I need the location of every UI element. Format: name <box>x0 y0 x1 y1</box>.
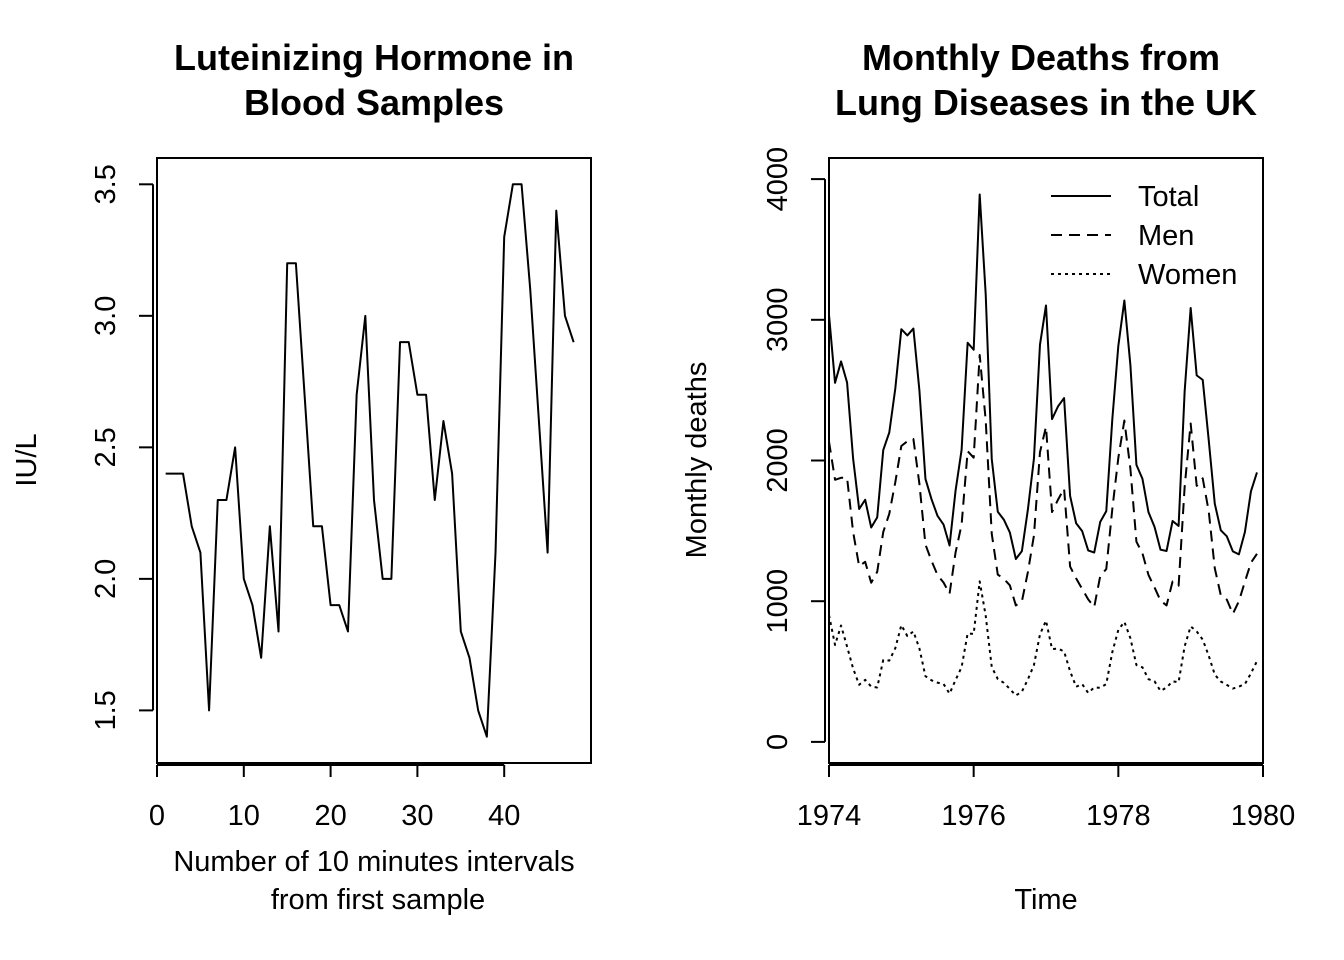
x-tick-label: 40 <box>488 800 520 832</box>
y-axis: 1.5 2.0 2.5 3.0 3.5 <box>90 164 154 731</box>
y-tick-label: 2.5 <box>90 427 122 467</box>
y-axis-label: IU/L <box>11 433 43 486</box>
x-axis: 1974 1976 1978 1980 <box>797 764 1296 832</box>
chart-title-line-1: Luteinizing Hormone in <box>174 37 574 78</box>
legend: Total Men Women <box>1051 181 1237 291</box>
series-line-men <box>828 353 1258 615</box>
chart-luteinizing-hormone: Luteinizing Hormone in Blood Samples 0 10… <box>11 37 592 916</box>
plot-frame <box>156 157 592 764</box>
x-axis-label-line-1: Number of 10 minutes intervals <box>173 846 574 878</box>
x-tick-label: 1976 <box>941 800 1006 832</box>
x-tick-label: 20 <box>314 800 346 832</box>
y-tick-label: 3.0 <box>90 296 122 336</box>
series-group <box>165 183 575 738</box>
y-tick-label: 3000 <box>762 288 794 353</box>
chart-lung-deaths: Monthly Deaths from Lung Diseases in the… <box>681 37 1295 916</box>
x-axis: 0 10 20 30 40 <box>149 764 520 832</box>
x-tick-label: 0 <box>149 800 165 832</box>
y-tick-label: 4000 <box>762 147 794 212</box>
x-tick-label: 1980 <box>1231 800 1296 832</box>
legend-label-men: Men <box>1138 220 1194 252</box>
chart-title-line-1: Monthly Deaths from <box>862 37 1220 78</box>
x-tick-label: 10 <box>228 800 260 832</box>
x-tick-label: 1974 <box>797 800 862 832</box>
series-line-total <box>828 193 1258 560</box>
x-tick-label: 30 <box>401 800 433 832</box>
plot-frame <box>828 157 1264 764</box>
x-axis-label-line-2: from first sample <box>271 884 485 916</box>
y-tick-label: 1000 <box>762 569 794 634</box>
legend-label-total: Total <box>1138 181 1199 213</box>
y-tick-label: 0 <box>762 734 794 750</box>
legend-label-women: Women <box>1138 259 1237 291</box>
series-line <box>165 183 575 738</box>
x-tick-label: 1978 <box>1086 800 1151 832</box>
series-line-women <box>828 580 1258 697</box>
x-axis-label: Time <box>1014 884 1077 916</box>
y-axis: 0 1000 2000 3000 4000 <box>762 147 826 750</box>
y-axis-label: Monthly deaths <box>681 362 713 559</box>
y-tick-label: 1.5 <box>90 690 122 730</box>
chart-title-line-2: Blood Samples <box>244 82 504 123</box>
y-tick-label: 2.0 <box>90 559 122 599</box>
chart-title-line-2: Lung Diseases in the UK <box>835 82 1257 123</box>
y-tick-label: 3.5 <box>90 164 122 204</box>
y-tick-label: 2000 <box>762 428 794 493</box>
series-group <box>828 193 1258 697</box>
